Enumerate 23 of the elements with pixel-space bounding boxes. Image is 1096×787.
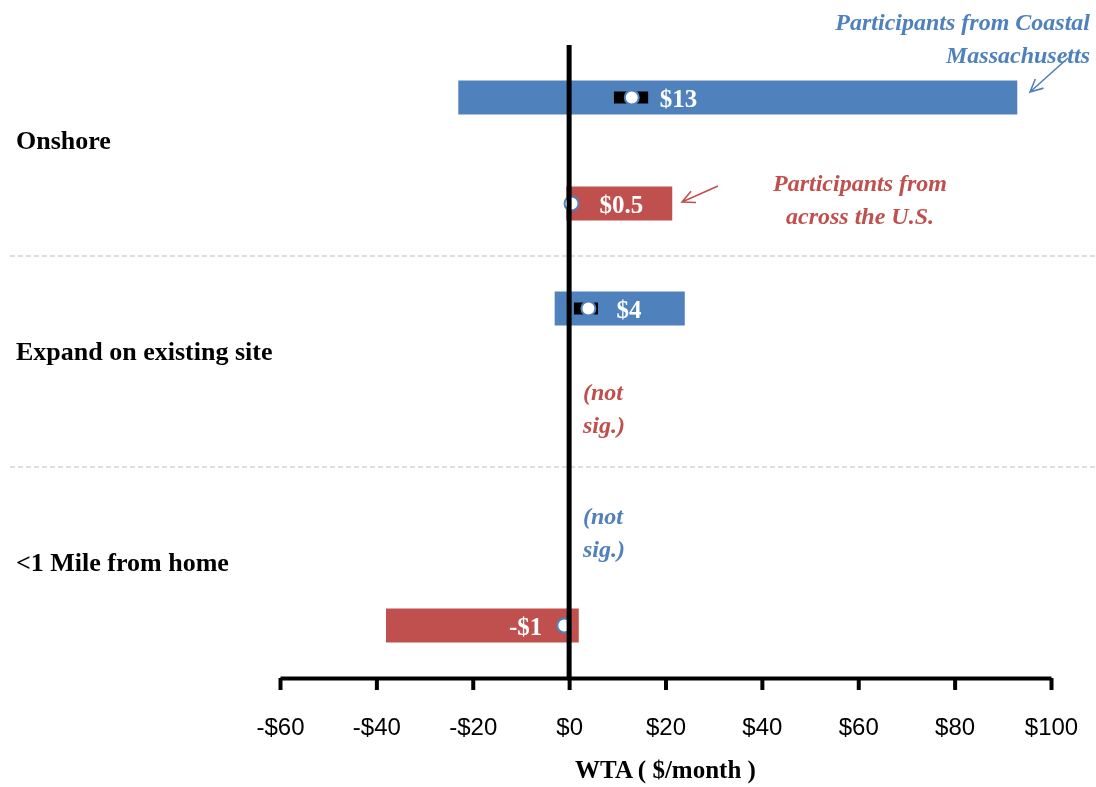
x-tick-label: $20 bbox=[645, 713, 687, 741]
data-label: $4 bbox=[616, 295, 642, 323]
annotation: Participants from across the U.S. bbox=[771, 170, 948, 229]
y-tick-label: Expand on existing site bbox=[16, 336, 273, 366]
data-label: $13 bbox=[659, 84, 698, 112]
annotation: (not sig.) bbox=[582, 379, 625, 438]
annotation: Participants from Coastal Massachusetts bbox=[834, 9, 1091, 68]
bar bbox=[458, 80, 1018, 115]
bar bbox=[386, 608, 579, 643]
x-tick-label: -$40 bbox=[352, 713, 401, 741]
x-tick-label: $80 bbox=[935, 713, 976, 741]
x-tick-label: $0 bbox=[556, 713, 583, 741]
annotation: (not sig.) bbox=[582, 503, 625, 562]
data-label: -$1 bbox=[508, 612, 543, 640]
data-label: $0.5 bbox=[599, 190, 644, 218]
y-tick-label: Onshore bbox=[16, 125, 111, 155]
x-tick-label: $60 bbox=[838, 713, 879, 741]
x-tick-label: -$20 bbox=[449, 713, 498, 741]
x-axis-title: WTA ( $/month ) bbox=[575, 756, 756, 784]
x-tick-label: $40 bbox=[742, 713, 783, 741]
y-tick-label: <1 Mile from home bbox=[16, 547, 229, 577]
x-tick-label: $100 bbox=[1024, 713, 1079, 741]
x-tick-label: -$60 bbox=[256, 713, 305, 741]
